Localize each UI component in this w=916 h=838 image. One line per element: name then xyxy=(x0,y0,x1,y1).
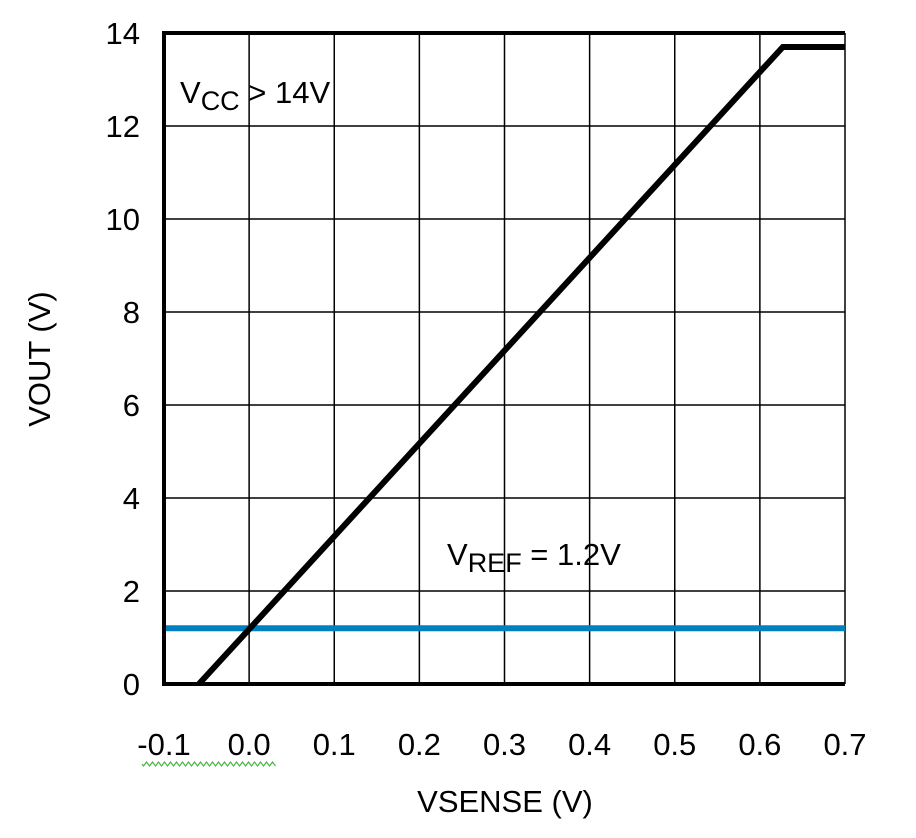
x-axis-label: VSENSE (V) xyxy=(417,784,593,819)
y-tick-label: 8 xyxy=(123,295,140,330)
annotation-vref-main: V xyxy=(447,537,468,572)
x-tick-label: 0.2 xyxy=(398,727,441,762)
x-tick-label: 0.4 xyxy=(568,727,611,762)
y-axis-label: VOUT (V) xyxy=(22,291,57,427)
series-lines xyxy=(164,43,845,687)
y-tick-labels: 0 2 4 6 8 10 12 14 xyxy=(106,16,140,702)
x-tick-label: 0.6 xyxy=(738,727,781,762)
x-tick-label: -0.1 xyxy=(137,727,190,762)
annotation-vref-value: = 1.2V xyxy=(522,537,621,572)
y-tick-label: 12 xyxy=(106,109,140,144)
x-tick-label: 0.7 xyxy=(823,727,866,762)
y-tick-label: 2 xyxy=(123,574,140,609)
annotation-vcc-main: V xyxy=(180,75,201,110)
x-tick-label: 0.5 xyxy=(653,727,696,762)
x-tick-labels: -0.1 0.0 0.1 0.2 0.3 0.4 0.5 0.6 0.7 xyxy=(137,727,866,762)
grid xyxy=(163,32,846,685)
annotation-vcc-value: > 14V xyxy=(240,75,331,110)
x-tick-label: 0.0 xyxy=(228,727,271,762)
axes-frame xyxy=(162,31,845,686)
y-tick-label: 0 xyxy=(123,667,140,702)
y-tick-label: 4 xyxy=(123,481,140,516)
x-tick-label: 0.1 xyxy=(313,727,356,762)
annotation-vref: VREF = 1.2V xyxy=(447,537,621,578)
y-tick-label: 10 xyxy=(106,202,140,237)
y-tick-label: 6 xyxy=(123,388,140,423)
annotation-vref-subscript: REF xyxy=(468,548,522,578)
spellcheck-underline xyxy=(141,761,276,767)
vout-line xyxy=(196,43,845,687)
annotation-vcc-subscript: CC xyxy=(201,86,240,116)
x-tick-label: 0.3 xyxy=(483,727,526,762)
annotation-vcc: VCC > 14V xyxy=(180,75,330,116)
y-tick-label: 14 xyxy=(106,16,140,51)
